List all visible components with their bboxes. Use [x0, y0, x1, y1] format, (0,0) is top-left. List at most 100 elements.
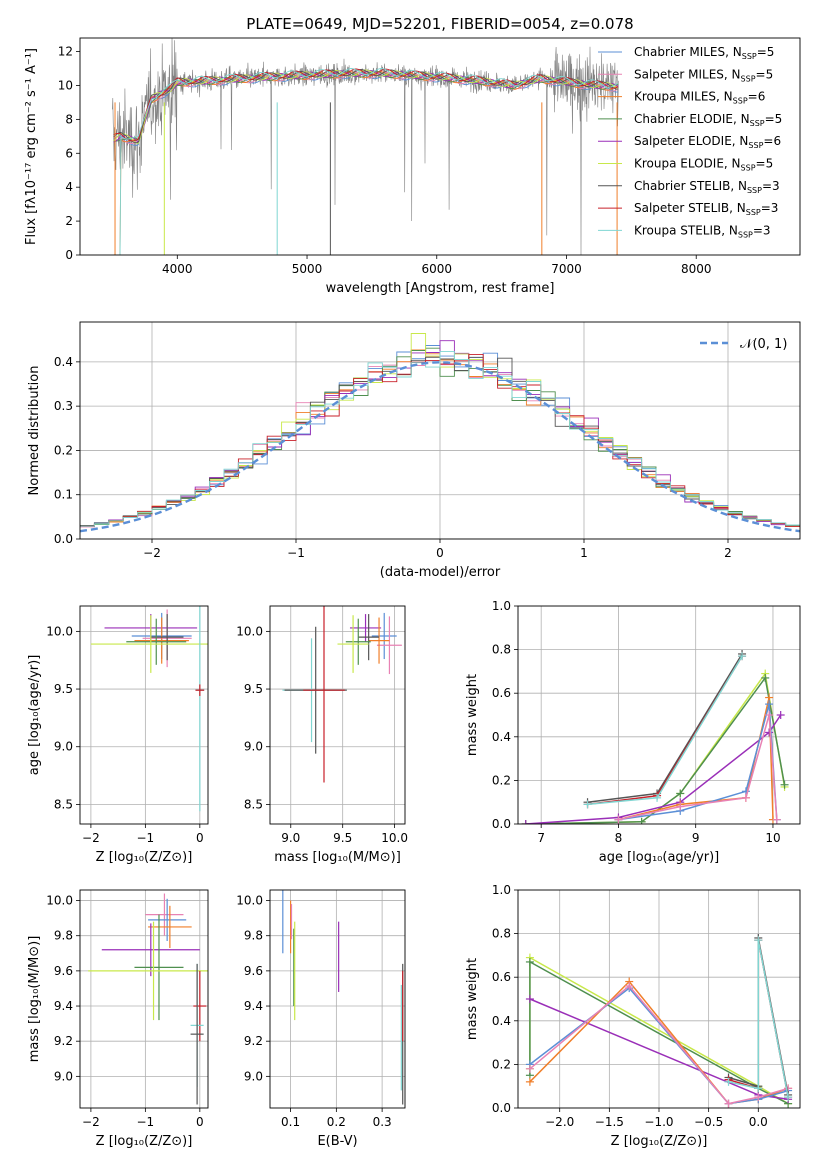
plot-area: [80, 606, 208, 824]
y-tick-label: 0.8: [492, 927, 511, 941]
weight-marker: [754, 1093, 763, 1102]
x-tick-label: 0.2: [327, 1115, 346, 1129]
weight-marker: [625, 981, 634, 990]
y-tick-label: 9.6: [244, 964, 263, 978]
x-tick-label: 10.0: [381, 831, 408, 845]
weight-marker: [754, 936, 763, 945]
weight-marker: [637, 817, 646, 824]
axes-frame: [79, 605, 209, 825]
x-tick-label: 8: [615, 831, 623, 845]
y-tick-label: 9.6: [54, 964, 73, 978]
x-axis-label: age [log₁₀(age/yr)]: [599, 850, 720, 865]
chart-weight-vs-Z: −2.0 −1.5 −1.0 −0.5 0.0 0.0 0.2 0.4 0.6 0.8 1.0 Z […: [465, 883, 801, 1149]
axes-frame: [79, 889, 209, 1109]
error-bar-salpeter-stelib: [303, 606, 345, 783]
y-tick-label: 9.5: [54, 682, 73, 696]
y-tick-label: 9.4: [54, 999, 73, 1013]
x-tick-label: −2.0: [545, 1115, 574, 1129]
x-tick-label: 0: [196, 1115, 204, 1129]
y-tick-label: 9.0: [244, 740, 263, 754]
error-bar-salpeter-stelib: [193, 970, 207, 1042]
y-tick-label: 10.0: [46, 624, 73, 638]
x-tick-label: 0: [196, 831, 204, 845]
weight-marker: [525, 957, 534, 966]
y-tick-label: 4: [65, 180, 73, 194]
chart-residuals: −2 −1 0 1 2 0.0 0.1 0.2 0.3 0.4 (data-model)/error…: [27, 321, 801, 580]
weight-marker: [765, 728, 774, 737]
error-bar-chabrier-elodie: [126, 618, 187, 665]
x-tick-label: 5000: [292, 262, 323, 276]
y-tick-label: 0.6: [492, 686, 511, 700]
y-axis-label: mass weight: [465, 674, 480, 756]
y-tick-label: 0.0: [54, 532, 73, 546]
axes-frame: [79, 37, 801, 256]
weight-marker: [741, 793, 750, 802]
error-bar-chabrier-miles: [371, 612, 397, 660]
x-axis-label: Z [log₁₀(Z/Z⊙)]: [96, 1134, 193, 1149]
weight-marker: [780, 780, 789, 789]
error-bar-chabrier-elodie: [345, 618, 371, 665]
x-tick-label: 9.0: [281, 831, 300, 845]
legend-entry: Chabrier MILES, NSSP=5: [634, 45, 774, 61]
x-tick-label: −2: [82, 831, 100, 845]
weight-marker: [614, 815, 623, 824]
x-tick-label: 9.5: [333, 831, 352, 845]
axes-frame: [517, 889, 801, 1109]
y-axis-label: Flux [fλ10⁻¹⁷ erg cm⁻² s⁻¹ A⁻¹]: [24, 48, 39, 245]
x-tick-label: −1.5: [595, 1115, 624, 1129]
axes-frame: [517, 605, 801, 825]
y-tick-label: 9.2: [54, 1034, 73, 1048]
y-tick-label: 0.0: [492, 817, 511, 831]
weight-marker: [676, 802, 685, 811]
weight-marker: [676, 789, 685, 798]
chart-age-vs-Z: −2 −1 0 8.5 9.0 9.5 10.0 Z [log₁₀(Z/Z⊙)] age [lo…: [27, 605, 209, 865]
y-axis-label: mass weight: [465, 958, 480, 1040]
weight-marker: [724, 1077, 733, 1086]
error-bar-salpeter-miles: [376, 616, 402, 675]
weight-line-kroupa-stelib: [728, 939, 789, 1098]
x-axis-label: (data-model)/error: [380, 565, 501, 580]
chart-spectrum: 4000 5000 6000 7000 8000 0 2 4 6 8 10 12 wavelength …: [24, 37, 801, 296]
y-tick-label: 0.3: [54, 399, 73, 413]
error-bar-chabrier-miles: [148, 898, 187, 941]
y-tick-label: 10.0: [236, 624, 263, 638]
weight-marker: [776, 711, 785, 719]
weight-line-chabrier-stelib: [587, 653, 743, 803]
y-tick-label: 9.2: [244, 1034, 263, 1048]
y-tick-label: 9.5: [244, 682, 263, 696]
y-tick-label: 6: [65, 146, 73, 160]
y-tick-label: 10.0: [46, 894, 73, 908]
weight-marker: [765, 711, 774, 719]
x-tick-label: −2: [82, 1115, 100, 1129]
weight-marker: [738, 652, 747, 661]
y-tick-label: 12: [58, 45, 73, 59]
model-fit-salpeter-elodie: [113, 70, 619, 143]
y-axis-label: mass [log₁₀(M/M⊙)]: [27, 936, 42, 1063]
legend-entry: Chabrier STELIB, NSSP=3: [634, 179, 780, 195]
error-bar-kroupa-elodie: [337, 615, 369, 673]
y-tick-label: 9.8: [244, 929, 263, 943]
plot-area: [80, 322, 800, 539]
y-tick-label: 0.4: [54, 355, 73, 369]
y-tick-label: 0.4: [492, 1014, 511, 1028]
y-tick-label: 0.4: [492, 730, 511, 744]
y-tick-label: 9.4: [244, 999, 263, 1013]
y-tick-label: 0.2: [54, 443, 73, 457]
chart-weight-vs-age: 7 8 9 10 0.0 0.2 0.4 0.6 0.8 1.0 age [log₁₀(age/yr…: [465, 599, 801, 865]
x-tick-label: −2: [143, 546, 161, 560]
legend-entry: Chabrier ELODIE, NSSP=5: [634, 112, 782, 128]
y-tick-label: 0.2: [492, 773, 511, 787]
y-tick-label: 0.0: [492, 1101, 511, 1115]
y-tick-label: 8.5: [244, 797, 263, 811]
x-tick-label: 0: [436, 546, 444, 560]
x-tick-label: 4000: [162, 262, 193, 276]
x-axis-label: E(B-V): [317, 1134, 357, 1149]
x-tick-label: −1: [287, 546, 305, 560]
weight-marker: [525, 995, 534, 1003]
x-tick-label: −0.5: [694, 1115, 723, 1129]
y-tick-label: 0.8: [492, 643, 511, 657]
legend-entry: Salpeter STELIB, NSSP=3: [634, 201, 778, 217]
error-bar-salpeter-miles: [145, 893, 184, 936]
plot-area: [270, 890, 405, 1108]
